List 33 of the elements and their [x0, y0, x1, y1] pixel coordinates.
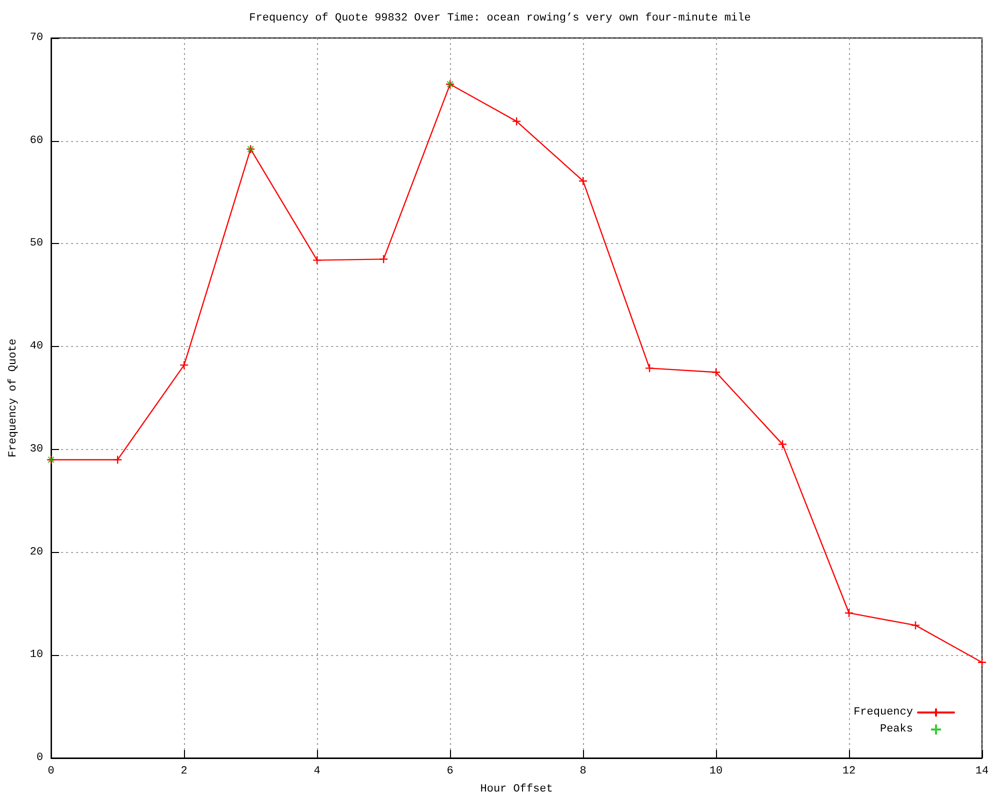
point	[378, 254, 388, 264]
legend-label: Peaks	[880, 724, 913, 736]
x-tick-label: 2	[180, 766, 188, 778]
y-tick-label: 70	[30, 32, 44, 44]
point	[312, 256, 322, 265]
y-axis-title: Frequency of Quote	[8, 338, 20, 458]
y-tick-label: 10	[30, 649, 44, 662]
x-tick-label: 0	[48, 766, 54, 778]
x-tick-label: 14	[975, 766, 989, 778]
y-tick-label: 60	[30, 134, 44, 147]
point	[112, 455, 122, 464]
y-tick-label: 20	[30, 546, 44, 558]
x-axis-title: Hour Offset	[480, 784, 553, 796]
y-tick-label: 40	[30, 340, 44, 353]
y-tick-label: 0	[36, 752, 44, 764]
point	[778, 440, 788, 449]
x-tick-label: 12	[842, 766, 856, 778]
chart-title: Frequency of Quote 99832 Over Time: ocean rowing’s very own four-minute mile	[249, 12, 751, 24]
point	[711, 368, 721, 377]
point	[578, 176, 588, 186]
point	[844, 608, 854, 618]
x-tick-label: 10	[709, 766, 723, 778]
point	[512, 116, 522, 126]
point	[977, 658, 987, 667]
y-tick-label: 50	[30, 238, 44, 250]
point	[644, 364, 654, 373]
y-tick-label: 30	[30, 443, 44, 456]
legend-label: Frequency	[854, 706, 914, 718]
x-tick-label: 8	[580, 766, 586, 778]
point	[910, 620, 920, 630]
x-tick-label: 6	[446, 766, 454, 778]
point	[179, 360, 189, 370]
x-tick-label: 4	[314, 766, 321, 778]
